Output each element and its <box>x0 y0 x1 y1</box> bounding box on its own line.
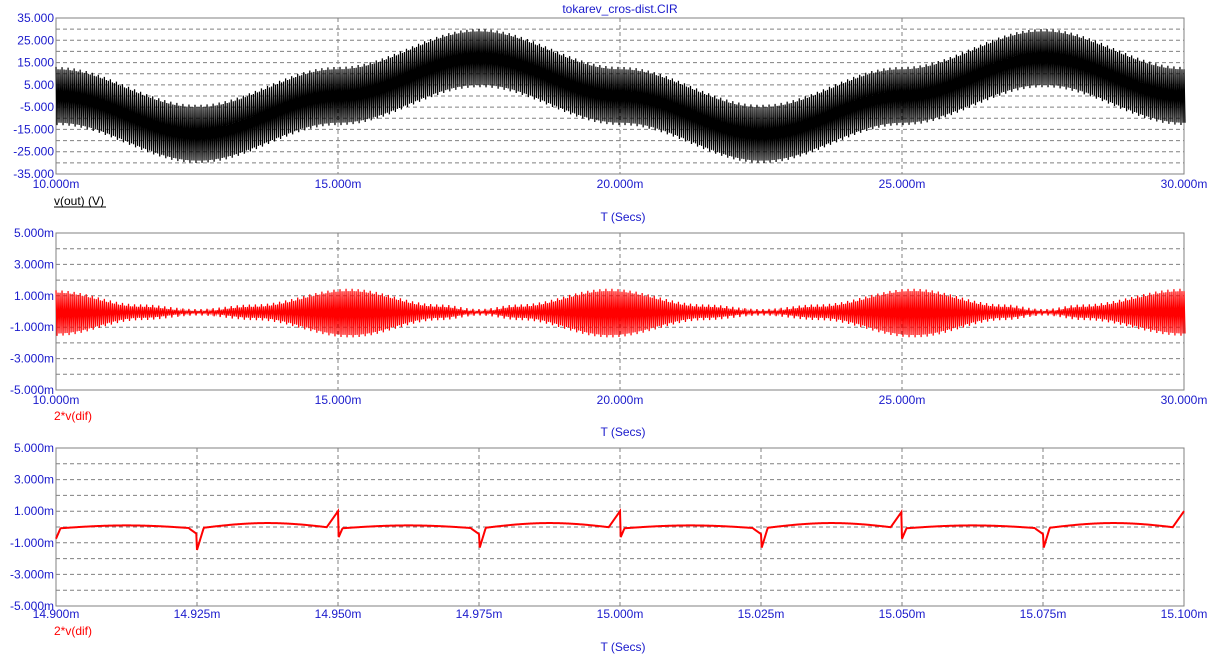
y-tick-label: -1.000m <box>10 536 54 550</box>
x-tick-label: 25.000m <box>879 393 926 407</box>
x-tick-label: 20.000m <box>597 177 644 191</box>
y-tick-label: -5.000 <box>20 100 54 114</box>
series-legend-label: 2*v(dif) <box>54 624 92 638</box>
y-tick-label: 5.000m <box>14 441 54 455</box>
x-tick-label: 30.000m <box>1161 393 1208 407</box>
x-tick-label: 15.100m <box>1161 607 1208 621</box>
y-tick-label: -5.000m <box>10 599 54 613</box>
window-title: tokarev_cros-dist.CIR <box>562 2 678 16</box>
y-tick-label: 5.000m <box>14 226 54 240</box>
series-trace-1 <box>55 508 1185 551</box>
x-tick-label: 25.000m <box>879 177 926 191</box>
chart-panel-1: 35.000 25.000 15.000 5.000 -5.000 -15.000 -25.… <box>13 11 1207 224</box>
y-tick-label: 25.000 <box>17 33 54 47</box>
x-tick-label: 30.000m <box>1161 177 1208 191</box>
x-tick-label: 15.075m <box>1020 607 1067 621</box>
series-trace-1 <box>55 29 1186 163</box>
x-tick-label: 14.900m <box>33 607 80 621</box>
series-legend-label: 2*v(dif) <box>54 409 92 423</box>
y-tick-label: 5.000 <box>24 78 54 92</box>
y-tick-label: 1.000m <box>14 289 54 303</box>
x-tick-label: 10.000m <box>33 393 80 407</box>
x-tick-label: 10.000m <box>33 177 80 191</box>
x-tick-label: 15.050m <box>879 607 926 621</box>
series-trace-1 <box>55 288 1186 338</box>
x-axis-title: T (Secs) <box>600 640 645 654</box>
plot-frame <box>55 447 1185 607</box>
y-tick-label: 3.000m <box>14 473 54 487</box>
y-tick-label: 1.000m <box>14 504 54 518</box>
y-tick-label: -3.000m <box>10 567 54 581</box>
y-tick-label: -1.000m <box>10 320 54 334</box>
x-tick-label: 15.000m <box>315 177 362 191</box>
x-tick-label: 14.925m <box>174 607 221 621</box>
series-legend-label: v(out) (V) <box>54 194 104 208</box>
chart-panel-2: 5.000m3.000m1.000m-1.000m-3.000m-5.000m1… <box>10 226 1207 439</box>
x-tick-label: 14.975m <box>456 607 503 621</box>
x-tick-label: 15.025m <box>738 607 785 621</box>
x-axis-title: T (Secs) <box>600 425 645 439</box>
x-tick-label: 15.000m <box>315 393 362 407</box>
y-tick-label: 3.000m <box>14 257 54 271</box>
x-tick-label: 14.950m <box>315 607 362 621</box>
y-tick-label: 15.000 <box>17 56 54 70</box>
x-tick-label: 20.000m <box>597 393 644 407</box>
x-tick-label: 15.000m <box>597 607 644 621</box>
chart-panel-3: 5.000m3.000m1.000m-1.000m-3.000m-5.000m1… <box>10 441 1207 654</box>
y-tick-label: -25.000 <box>13 145 54 159</box>
y-tick-label: -15.000 <box>13 122 54 136</box>
y-tick-label: -35.000 <box>13 167 54 181</box>
x-axis-title: T (Secs) <box>600 210 645 224</box>
y-tick-label: -3.000m <box>10 352 54 366</box>
y-tick-label: 35.000 <box>17 11 54 25</box>
y-tick-label: -5.000m <box>10 383 54 397</box>
